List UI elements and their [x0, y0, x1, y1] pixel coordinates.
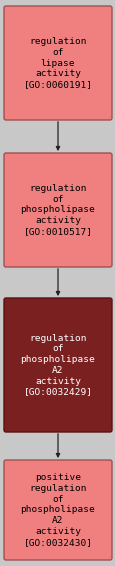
- Text: regulation
of
phospholipase
A2
activity
[GO:0032429]: regulation of phospholipase A2 activity …: [20, 333, 95, 396]
- Text: positive
regulation
of
phospholipase
A2
activity
[GO:0032430]: positive regulation of phospholipase A2 …: [20, 473, 95, 547]
- Text: regulation
of
phospholipase
activity
[GO:0010517]: regulation of phospholipase activity [GO…: [20, 184, 95, 236]
- Text: regulation
of
lipase
activity
[GO:0060191]: regulation of lipase activity [GO:006019…: [23, 37, 92, 89]
- FancyBboxPatch shape: [4, 460, 111, 560]
- FancyBboxPatch shape: [4, 153, 111, 267]
- FancyBboxPatch shape: [4, 6, 111, 120]
- FancyBboxPatch shape: [4, 298, 111, 432]
